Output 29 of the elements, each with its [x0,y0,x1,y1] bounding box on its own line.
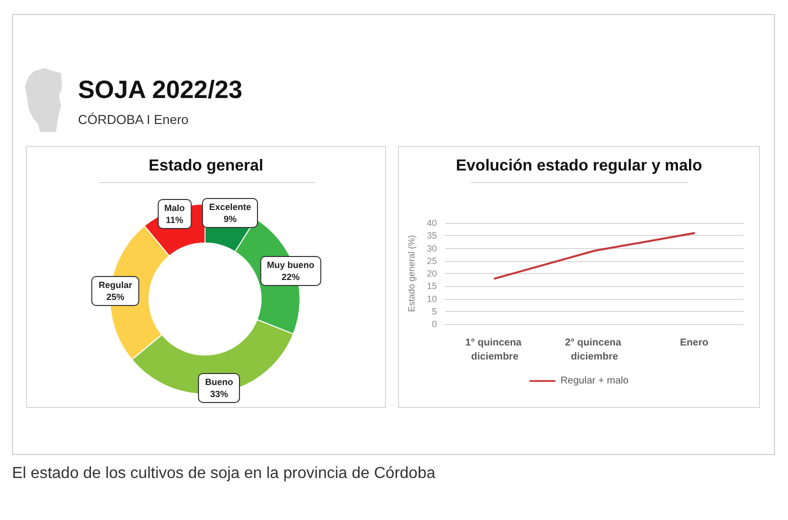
chart-title: Evolución estado regular y malo [456,158,702,174]
y-tick-label: 0 [432,319,437,329]
slice-label: Excelente [209,200,252,213]
x-tick-label: 1° quincena diciembre [465,338,524,362]
slice-label: Malo [164,202,185,214]
y-tick-label: 40 [426,218,437,228]
y-axis-title: Estado general (%) [406,234,416,312]
text: El estado de los cultivos de soja en la provincia de Córdoba [12,465,436,483]
y-tick-label: 10 [426,294,437,304]
y-tick-label: 35 [426,230,437,241]
data-label: 11% [164,214,184,226]
text: CÓRDOBA I Enero [78,112,189,127]
y-tick-label: 30 [426,243,437,254]
data-label: 33% [209,388,230,400]
data-label: 25% [105,290,126,302]
slice-label: Regular [98,278,132,290]
slice-label: Muy bueno [266,259,314,272]
y-tick-label: 15 [426,281,437,292]
data-label: 9% [222,212,238,225]
slice-label: Bueno [205,376,234,388]
y-tick-label: 25 [426,256,437,266]
chart-title: Estado general [148,158,264,174]
text: SOJA 2022/23 [78,76,242,105]
y-tick-label: 5 [432,306,437,316]
x-tick-label: Enero [680,338,708,348]
legend-label: Regular + malo [560,376,629,386]
x-tick-label: 2° quincena diciembre [564,338,624,362]
y-tick-label: 20 [426,268,437,278]
data-label: 22% [280,271,301,284]
